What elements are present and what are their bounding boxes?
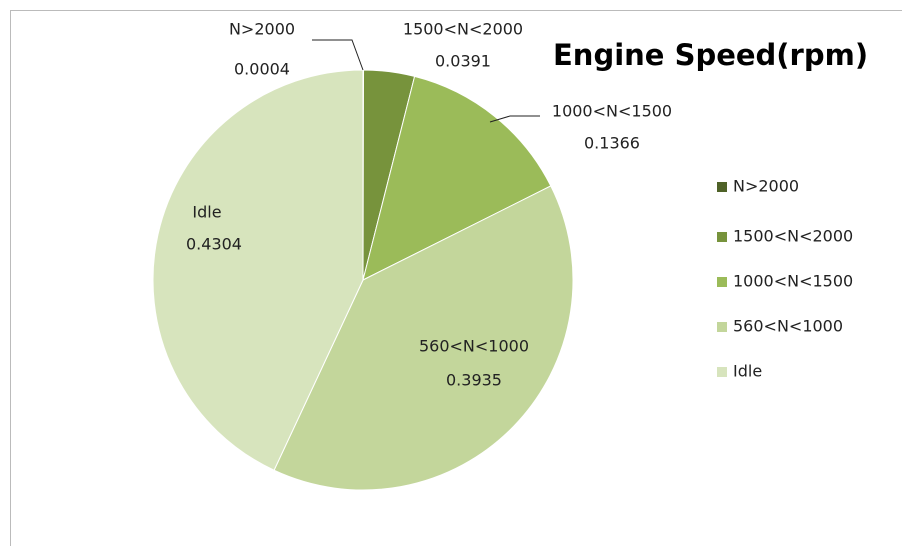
data-label-name: N>2000 <box>229 20 295 39</box>
data-label-name: 1500<N<2000 <box>403 20 523 39</box>
legend-label: 1500<N<2000 <box>733 227 853 246</box>
legend-swatch <box>717 277 727 287</box>
data-label-name: 1000<N<1500 <box>552 102 672 121</box>
data-label-name: 560<N<1000 <box>419 337 529 356</box>
pie-slice <box>273 185 574 491</box>
leader-line <box>312 39 364 71</box>
legend-swatch <box>717 367 727 377</box>
legend-swatch <box>717 232 727 242</box>
data-label-value: 0.0004 <box>234 60 290 79</box>
leader-line <box>489 115 540 123</box>
data-label-name: Idle <box>192 203 221 222</box>
legend-label: 1000<N<1500 <box>733 272 853 291</box>
legend-label: N>2000 <box>733 177 799 196</box>
pie-slice <box>362 75 552 281</box>
data-label-value: 0.3935 <box>446 371 502 390</box>
chart-title: Engine Speed(rpm) <box>553 38 868 72</box>
data-label-value: 0.4304 <box>186 235 242 254</box>
legend-label: Idle <box>733 362 762 381</box>
legend-swatch <box>717 322 727 332</box>
pie-slice <box>152 69 364 471</box>
legend-label: 560<N<1000 <box>733 317 843 336</box>
data-label-value: 0.1366 <box>584 134 640 153</box>
legend-swatch <box>717 182 727 192</box>
data-label-value: 0.0391 <box>435 52 491 71</box>
